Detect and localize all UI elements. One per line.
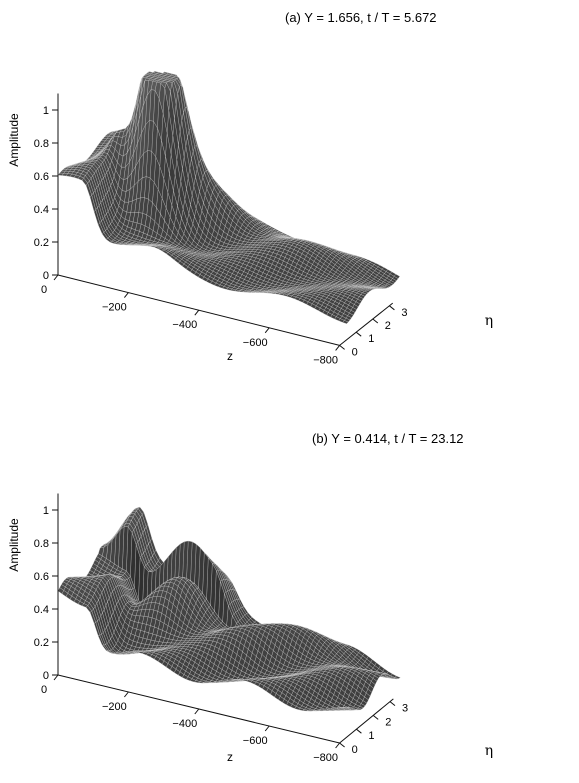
amplitude-tick-label-a-2: 0.4 — [34, 204, 49, 216]
amplitude-tick-label-a-0: 0 — [43, 270, 49, 282]
amplitude-tick-label-b-4: 0.8 — [34, 538, 49, 550]
amplitude-tick-label-b-5: 1 — [43, 505, 49, 517]
z-tick-mark-a-0 — [53, 274, 59, 281]
z-tick-label-a-3: −600 — [243, 337, 268, 349]
eta-tick-mark-b-1 — [356, 728, 362, 734]
amplitude-tick-label-b-2: 0.4 — [34, 604, 49, 616]
eta-tick-label-b-1: 1 — [368, 730, 374, 742]
z-tick-label-a-0: 0 — [41, 284, 47, 296]
z-axis-label-b: z — [227, 750, 233, 764]
eta-axis-line-a — [339, 302, 394, 346]
eta-tick-label-b-3: 3 — [402, 703, 408, 715]
z-tick-mark-b-1 — [124, 691, 129, 698]
z-tick-mark-a-1 — [124, 292, 129, 298]
surface-mesh-a — [57, 70, 400, 324]
eta-tick-label-a-2: 2 — [385, 320, 391, 332]
z-tick-mark-a-2 — [194, 309, 200, 316]
eta-tick-mark-a-1 — [355, 331, 362, 337]
z-tick-label-a-2: −400 — [172, 319, 197, 331]
eta-axis-line-b — [339, 698, 394, 744]
eta-tick-mark-b-3 — [389, 701, 396, 706]
chart-title-b: (b) Y = 0.414, t / T = 23.12 — [312, 431, 464, 446]
eta-tick-mark-a-3 — [389, 305, 395, 311]
chart-panel-b: 0 −200 −400 −600 −800 0 1 2 3 0 0.2 0.4 0.6 0.8 1 (b) … — [0, 403, 579, 783]
eta-axis-label-a: η — [485, 313, 493, 329]
z-tick-label-b-1: −200 — [102, 701, 127, 713]
eta-tick-label-a-0: 0 — [352, 346, 358, 358]
z-tick-label-b-3: −600 — [243, 735, 268, 747]
z-tick-mark-b-0 — [53, 674, 59, 681]
z-tick-label-a-4: −800 — [313, 354, 338, 366]
z-tick-mark-b-2 — [194, 708, 200, 715]
amplitude-tick-label-b-0: 0 — [43, 670, 49, 682]
amplitude-tick-label-a-5: 1 — [43, 105, 49, 117]
z-tick-label-b-0: 0 — [41, 684, 47, 696]
eta-axis-label-b: η — [485, 743, 493, 759]
chart-title-a: (a) Y = 1.656, t / T = 5.672 — [285, 10, 437, 25]
eta-tick-mark-b-2 — [372, 715, 379, 720]
z-tick-label-b-4: −800 — [313, 752, 338, 764]
z-tick-mark-b-3 — [264, 725, 270, 732]
z-tick-label-b-2: −400 — [172, 718, 197, 730]
amplitude-tick-label-a-1: 0.2 — [34, 237, 49, 249]
amplitude-axis-label-b: Amplitude — [7, 518, 21, 572]
z-tick-mark-a-3 — [264, 327, 270, 334]
eta-tick-mark-b-0 — [339, 742, 345, 748]
z-tick-label-a-1: −200 — [102, 302, 127, 314]
z-axis-label-a: z — [227, 349, 233, 363]
amplitude-axis-label-a: Amplitude — [7, 113, 21, 167]
amplitude-tick-label-a-4: 0.8 — [34, 138, 49, 150]
surface-cell-a-2303 — [57, 172, 64, 176]
amplitude-tick-label-a-3: 0.6 — [34, 171, 49, 183]
surface-mesh-b — [57, 506, 401, 712]
eta-tick-label-a-3: 3 — [401, 307, 407, 319]
z-tick-mark-b-4 — [335, 742, 340, 749]
eta-tick-mark-a-2 — [372, 318, 379, 324]
eta-tick-label-a-1: 1 — [368, 333, 374, 345]
eta-tick-label-b-0: 0 — [352, 744, 358, 756]
amplitude-tick-label-b-3: 0.6 — [34, 571, 49, 583]
eta-tick-label-b-2: 2 — [385, 716, 391, 728]
z-tick-mark-a-4 — [335, 345, 340, 351]
chart-panel-a: 0 −200 −400 −600 −800 0 1 2 3 0 0.2 0.4 0.6 0.8 1 (a) … — [0, 0, 579, 380]
amplitude-tick-label-b-1: 0.2 — [34, 637, 49, 649]
surface-cell-b-2303 — [57, 587, 64, 595]
eta-tick-mark-a-0 — [339, 345, 345, 350]
